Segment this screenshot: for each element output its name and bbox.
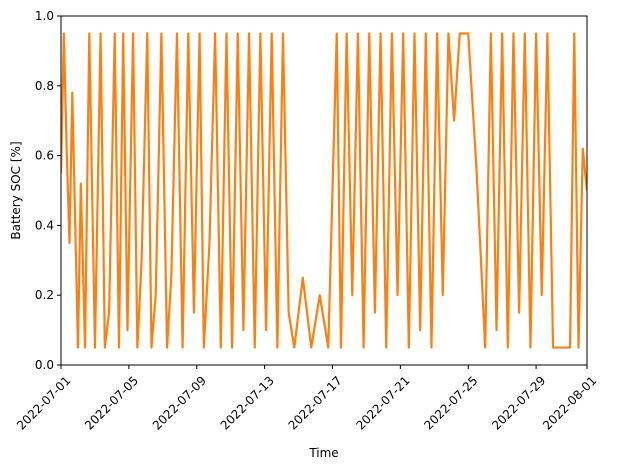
y-tick-label: 1.0 bbox=[35, 9, 54, 23]
x-tick-label: 2022-07-13 bbox=[218, 373, 277, 432]
x-axis-label: Time bbox=[308, 446, 338, 460]
y-tick-label: 0.2 bbox=[35, 288, 54, 302]
x-axis-ticks: 2022-07-01 2022-07-05 2022-07-09 2022-07-13… bbox=[14, 365, 599, 433]
x-tick-label: 2022-07-29 bbox=[489, 373, 548, 432]
plot-frame bbox=[60, 15, 588, 366]
x-tick-label: 2022-07-21 bbox=[353, 373, 412, 432]
x-tick-label: 2022-07-01 bbox=[14, 373, 73, 432]
x-tick-label: 2022-07-25 bbox=[421, 373, 480, 432]
y-axis-label: Battery SOC [%] bbox=[9, 141, 23, 239]
x-tick-label: 2022-07-05 bbox=[82, 373, 141, 432]
y-tick-label: 0.0 bbox=[35, 358, 54, 372]
x-tick-label: 2022-07-09 bbox=[150, 373, 209, 432]
x-tick-label: 2022-08-01 bbox=[540, 373, 599, 432]
y-tick-label: 0.4 bbox=[35, 218, 54, 232]
plot-area bbox=[61, 32, 587, 349]
x-tick-label: 2022-07-17 bbox=[286, 373, 345, 432]
soc-series-line bbox=[61, 32, 587, 349]
y-tick-label: 0.8 bbox=[35, 79, 54, 93]
y-axis-ticks: 0.0 0.2 0.4 0.6 0.8 1.0 bbox=[35, 9, 61, 372]
y-tick-label: 0.6 bbox=[35, 149, 54, 163]
